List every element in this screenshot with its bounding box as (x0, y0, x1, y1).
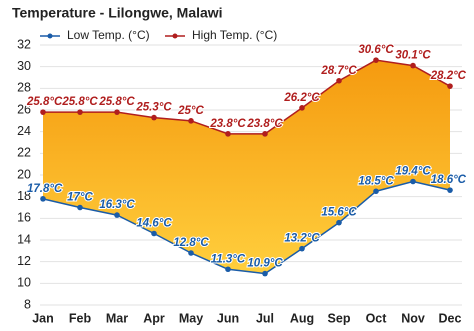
y-tick-label: 18 (17, 189, 31, 203)
point (77, 109, 83, 115)
value-label: 18.6°C (431, 174, 467, 186)
range-area (43, 60, 450, 274)
value-label: 25°C (177, 105, 204, 117)
value-label: 14.6°C (136, 218, 172, 230)
point (40, 196, 46, 202)
legend-label: High Temp. (°C) (192, 28, 277, 42)
point (114, 109, 120, 115)
x-tick-label: Aug (290, 311, 314, 325)
point (77, 204, 83, 211)
point (373, 188, 379, 195)
value-label: 15.6°C (321, 207, 357, 219)
x-tick-label: Apr (143, 311, 165, 325)
point (40, 109, 46, 115)
legend-label: Low Temp. (°C) (67, 28, 150, 42)
x-tick-label: Mar (106, 311, 128, 325)
y-tick-label: 26 (17, 102, 31, 116)
value-label: 25.8°C (98, 96, 135, 108)
point (336, 219, 342, 226)
x-tick-label: May (179, 311, 203, 325)
line (42, 180, 451, 275)
value-label: 30.1°C (395, 50, 431, 62)
point (447, 187, 453, 193)
point (336, 77, 342, 84)
point (188, 118, 194, 124)
point (373, 57, 379, 63)
point (151, 230, 157, 237)
line (43, 59, 451, 135)
point (188, 250, 194, 256)
value-label: 16.3°C (99, 199, 135, 211)
value-label: 28.2°C (430, 70, 467, 82)
value-label: 26.2°C (283, 92, 320, 104)
x-tick-label: Dec (439, 311, 462, 325)
value-label: 10.9°C (247, 258, 283, 270)
value-label: 23.8°C (209, 118, 246, 130)
value-label: 18.5°C (358, 175, 394, 187)
y-tick-label: 10 (17, 276, 31, 290)
chart-title: Temperature - Lilongwe, Malawi (12, 5, 223, 21)
point (225, 266, 231, 273)
value-label: 11.3°C (211, 253, 246, 265)
y-tick-label: 20 (17, 167, 31, 181)
value-label: 25.3°C (135, 102, 172, 114)
x-tick-label: Feb (69, 311, 92, 325)
point (114, 212, 120, 218)
x-tick-label: Jun (217, 311, 239, 325)
x-tick-label: Oct (366, 311, 388, 325)
y-tick-label: 28 (17, 81, 31, 95)
x-tick-label: Jul (256, 311, 274, 325)
point (299, 105, 305, 111)
y-tick-label: 8 (24, 297, 31, 311)
x-tick-label: Nov (401, 311, 425, 325)
point (151, 114, 157, 121)
value-label: 17.8°C (27, 183, 63, 195)
value-label: 25.8°C (26, 96, 63, 108)
y-tick-label: 16 (17, 211, 31, 225)
point (410, 62, 416, 69)
point (225, 131, 231, 137)
value-label: 25.8°C (61, 96, 98, 108)
point (299, 245, 305, 252)
point (262, 131, 268, 137)
y-tick-label: 32 (17, 37, 31, 51)
value-label: 12.8°C (173, 237, 209, 249)
value-label: 23.8°C (246, 118, 283, 130)
point (262, 270, 268, 277)
y-tick-label: 22 (17, 146, 31, 160)
x-tick-label: Sep (328, 311, 351, 325)
y-tick-label: 12 (17, 254, 31, 268)
y-tick-label: 24 (17, 124, 31, 138)
value-label: 17°C (67, 192, 93, 204)
legend-marker (172, 33, 178, 39)
point (410, 178, 416, 185)
y-tick-label: 14 (17, 232, 31, 246)
y-tick-label: 30 (17, 59, 31, 73)
x-tick-label: Jan (32, 311, 54, 325)
value-label: 19.4°C (395, 166, 431, 178)
legend-marker (47, 33, 53, 39)
value-label: 28.7°C (320, 65, 357, 77)
value-label: 30.6°C (358, 44, 394, 56)
point (447, 83, 453, 89)
value-label: 13.2°C (284, 233, 320, 245)
